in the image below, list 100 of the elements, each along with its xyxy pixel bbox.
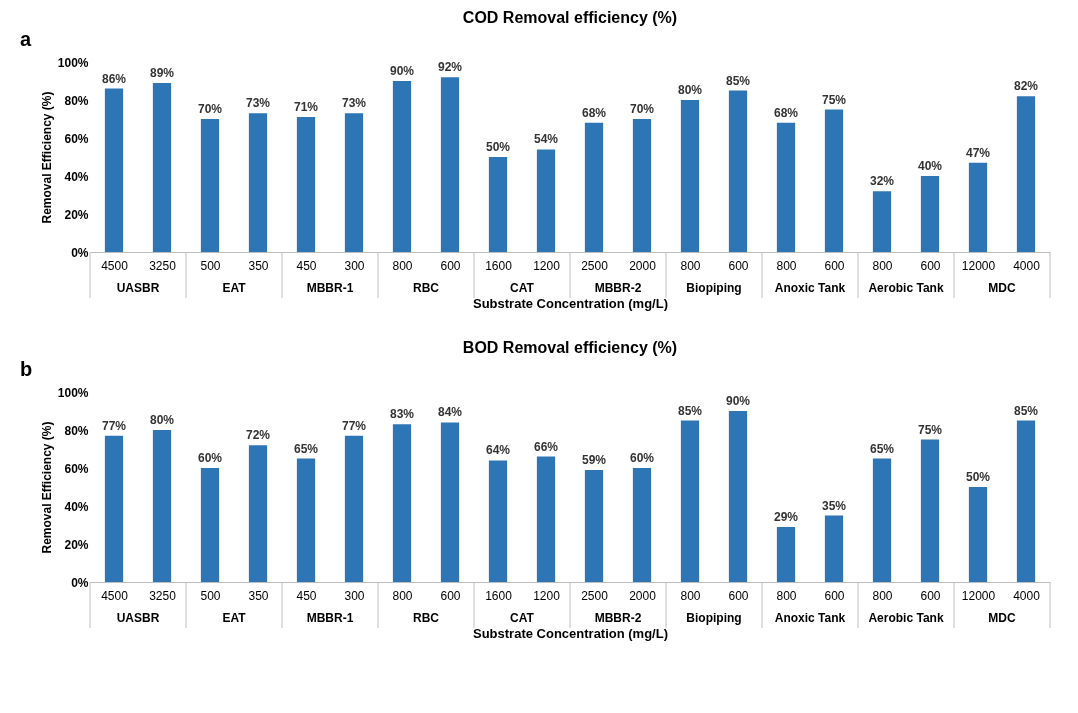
text: UASBR bbox=[116, 281, 160, 295]
data-label: 65% bbox=[293, 441, 319, 456]
bar bbox=[584, 469, 604, 582]
bar bbox=[1016, 96, 1036, 252]
text: MBBR-1 bbox=[306, 611, 354, 625]
x-tick-label: 800 bbox=[776, 258, 797, 273]
bar bbox=[1016, 420, 1036, 582]
x-tick-label: 2500 bbox=[581, 258, 609, 273]
text: Biopiping bbox=[686, 281, 742, 295]
bar bbox=[680, 420, 700, 582]
y-tick-label: 100% bbox=[57, 55, 89, 70]
data-label: 71% bbox=[293, 100, 319, 115]
bar bbox=[824, 109, 844, 252]
bar bbox=[200, 119, 220, 252]
text: MBBR-2 bbox=[594, 281, 642, 295]
x-tick-label: 12000 bbox=[961, 258, 996, 273]
data-label: 35% bbox=[821, 498, 847, 513]
bar bbox=[152, 82, 172, 252]
bar bbox=[632, 468, 652, 582]
text: RBC bbox=[413, 281, 440, 295]
x-tick-label: 3250 bbox=[149, 588, 177, 603]
x-tick-label: 800 bbox=[392, 258, 413, 273]
data-label: 80% bbox=[677, 83, 703, 97]
data-label: 75% bbox=[917, 422, 943, 437]
y-tick-label: 80% bbox=[64, 93, 89, 108]
data-label: 85% bbox=[677, 403, 703, 418]
x-tick-label: 3250 bbox=[149, 258, 177, 273]
y-axis-title: Removal Efficiency (%) bbox=[39, 91, 54, 224]
data-label: 83% bbox=[389, 407, 415, 422]
x-tick-label: 800 bbox=[872, 258, 893, 273]
x-tick-label: 1200 bbox=[533, 258, 561, 273]
data-label: 72% bbox=[245, 428, 271, 443]
data-label: 80% bbox=[149, 413, 175, 427]
bar bbox=[872, 458, 892, 582]
chart-title: BOD Removal efficiency (%) bbox=[462, 339, 678, 356]
text: MBBR-2 bbox=[594, 611, 642, 625]
chart-title: COD Removal efficiency (%) bbox=[462, 9, 678, 26]
data-label: 50% bbox=[485, 140, 511, 154]
y-tick-label: 60% bbox=[64, 131, 89, 146]
bar bbox=[248, 113, 268, 252]
bar bbox=[104, 435, 124, 582]
x-tick-label: 600 bbox=[824, 588, 845, 603]
x-tick-label: 800 bbox=[392, 588, 413, 603]
x-tick-label: 450 bbox=[296, 258, 317, 273]
bar bbox=[728, 90, 748, 252]
data-label: 86% bbox=[101, 71, 127, 86]
bar bbox=[344, 113, 364, 252]
bar bbox=[824, 515, 844, 582]
bar bbox=[488, 460, 508, 582]
data-label: 64% bbox=[485, 443, 511, 458]
x-tick-label: 300 bbox=[344, 258, 365, 273]
x-tick-label: 2000 bbox=[629, 258, 657, 273]
data-label: 89% bbox=[149, 65, 175, 80]
text: Anoxic Tank bbox=[774, 281, 846, 295]
bar bbox=[152, 430, 172, 582]
data-label: 60% bbox=[197, 451, 223, 465]
data-label: 73% bbox=[341, 96, 367, 111]
x-tick-label: 350 bbox=[248, 588, 269, 603]
x-tick-label: 2000 bbox=[629, 588, 657, 603]
x-tick-label: 2500 bbox=[581, 588, 609, 603]
bar bbox=[872, 191, 892, 252]
bar bbox=[920, 439, 940, 582]
text: Aerobic Tank bbox=[868, 281, 944, 295]
x-tick-label: 300 bbox=[344, 588, 365, 603]
x-tick-label: 4000 bbox=[1013, 258, 1041, 273]
bar bbox=[344, 435, 364, 582]
bar bbox=[776, 526, 796, 582]
bar bbox=[680, 100, 700, 252]
x-tick-label: 1200 bbox=[533, 588, 561, 603]
bar bbox=[200, 468, 220, 582]
data-label: 85% bbox=[725, 73, 751, 88]
text: MDC bbox=[988, 281, 1016, 295]
data-label: 70% bbox=[629, 102, 655, 116]
x-tick-label: 500 bbox=[200, 258, 221, 273]
x-tick-label: 800 bbox=[872, 588, 893, 603]
text: CAT bbox=[510, 611, 535, 625]
bar bbox=[392, 81, 412, 252]
data-label: 65% bbox=[869, 441, 895, 456]
x-tick-label: 4500 bbox=[101, 588, 129, 603]
y-tick-label: 20% bbox=[64, 207, 89, 222]
text: Anoxic Tank bbox=[774, 611, 846, 625]
x-tick-label: 1600 bbox=[485, 588, 513, 603]
data-label: 66% bbox=[533, 439, 559, 454]
x-tick-label: 450 bbox=[296, 588, 317, 603]
x-tick-label: 4500 bbox=[101, 258, 129, 273]
x-tick-label: 4000 bbox=[1013, 588, 1041, 603]
x-tick-label: 600 bbox=[440, 588, 461, 603]
data-label: 60% bbox=[629, 451, 655, 465]
text: Aerobic Tank bbox=[868, 611, 944, 625]
x-tick-label: 600 bbox=[824, 258, 845, 273]
x-axis-title: Substrate Concentration (mg/L) bbox=[472, 295, 669, 311]
data-label: 92% bbox=[437, 60, 463, 75]
data-label: 32% bbox=[869, 174, 895, 189]
text: RBC bbox=[413, 611, 440, 625]
data-label: 68% bbox=[581, 105, 607, 120]
x-tick-label: 800 bbox=[680, 258, 701, 273]
x-tick-label: 1600 bbox=[485, 258, 513, 273]
x-tick-label: 800 bbox=[776, 588, 797, 603]
y-tick-label: 100% bbox=[57, 385, 89, 400]
bar bbox=[296, 117, 316, 252]
